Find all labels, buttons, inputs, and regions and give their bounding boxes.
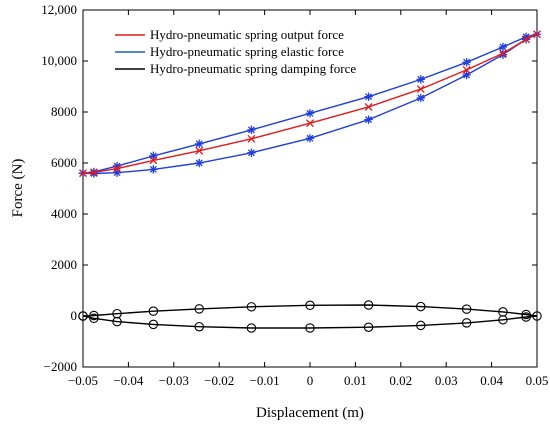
x-tick-label: 0.03 — [435, 373, 458, 388]
data-point-cross — [247, 134, 256, 143]
ticks-layer: −0.05 −0.04 −0.03 −0.02 −0.01 0 0.01 0.02 0.03 0.… — [41, 2, 548, 388]
x-tick-label: 0.05 — [526, 373, 549, 388]
data-point-cross — [195, 146, 204, 155]
data-point-cross — [79, 169, 87, 178]
y-tick-label: 10,000 — [41, 53, 77, 68]
data-point-circle — [416, 301, 426, 312]
x-tick-label: 0.01 — [344, 373, 367, 388]
data-point-star — [305, 109, 315, 118]
data-point-cross — [462, 65, 471, 74]
data-point-circle — [461, 304, 472, 314]
data-point-star — [149, 165, 158, 174]
data-point-star — [498, 50, 508, 59]
x-tick-label: 0.02 — [389, 373, 412, 388]
y-tick-label: 4000 — [51, 206, 77, 221]
data-point-circle — [89, 310, 99, 321]
data-point-star — [305, 134, 315, 143]
data-point-circle — [148, 306, 159, 316]
data-point-star — [112, 168, 122, 177]
x-tick-label: −0.03 — [159, 373, 189, 388]
data-point-circle — [246, 302, 257, 312]
data-point-star — [195, 158, 204, 168]
y-tick-label: 0 — [71, 308, 78, 323]
x-axis-label: Displacement (m) — [256, 405, 364, 421]
data-point-star — [112, 161, 122, 171]
x-tick-label: −0.04 — [113, 373, 144, 388]
data-point-cross — [364, 102, 373, 111]
data-point-circle — [148, 319, 159, 330]
data-point-circle — [363, 300, 374, 310]
legend-label-damping-force: Hydro-pneumatic spring damping force — [150, 61, 356, 76]
data-point-circle — [498, 315, 508, 325]
data-point-cross — [533, 30, 541, 39]
data-point-cross — [498, 49, 507, 58]
legend: Hydro-pneumatic spring output force Hydr… — [115, 27, 356, 76]
data-point-circle — [305, 323, 315, 333]
x-tick-label: −0.05 — [68, 373, 98, 388]
data-point-star — [416, 75, 425, 84]
data-point-star — [462, 58, 471, 67]
data-point-cross — [89, 168, 98, 177]
data-point-cross — [416, 85, 425, 94]
data-point-circle — [89, 313, 99, 324]
data-point-star — [416, 93, 425, 103]
data-point-star — [195, 139, 204, 149]
data-point-circle — [305, 300, 315, 311]
data-point-circle — [112, 316, 122, 327]
data-point-circle — [194, 304, 204, 314]
y-tick-label: −2000 — [44, 359, 77, 374]
data-point-cross — [113, 164, 122, 173]
y-tick-label: 6000 — [51, 155, 77, 170]
x-tick-label: −0.02 — [204, 373, 234, 388]
y-axis-label: Force (N) — [10, 159, 26, 218]
y-tick-label: 8000 — [51, 104, 77, 119]
data-point-circle — [194, 321, 204, 332]
data-point-circle — [363, 322, 374, 332]
data-point-star — [498, 42, 508, 52]
data-point-cross — [306, 119, 314, 128]
series-layer — [78, 30, 542, 333]
data-point-star — [149, 151, 158, 161]
data-point-circle — [246, 323, 257, 333]
x-tick-label: 0.04 — [480, 373, 503, 388]
data-point-star — [364, 92, 373, 101]
data-point-star — [462, 70, 471, 80]
data-point-star — [89, 169, 99, 178]
legend-label-output-force: Hydro-pneumatic spring output force — [150, 27, 344, 42]
y-tick-label: 2000 — [51, 257, 77, 272]
data-point-circle — [521, 309, 531, 320]
data-point-star — [364, 115, 373, 124]
x-tick-label: 0 — [307, 373, 314, 388]
data-point-circle — [461, 318, 472, 328]
data-point-circle — [521, 312, 531, 322]
y-tick-label: 12,000 — [41, 2, 77, 17]
x-tick-label: −0.01 — [250, 373, 280, 388]
series-group — [79, 30, 541, 178]
data-point-cross — [149, 156, 158, 165]
legend-label-elastic-force: Hydro-pneumatic spring elastic force — [150, 44, 344, 59]
data-point-star — [247, 148, 256, 157]
data-point-star — [247, 125, 256, 135]
data-point-circle — [416, 320, 426, 331]
data-point-cross — [522, 35, 531, 44]
plot-frame — [82, 9, 538, 368]
